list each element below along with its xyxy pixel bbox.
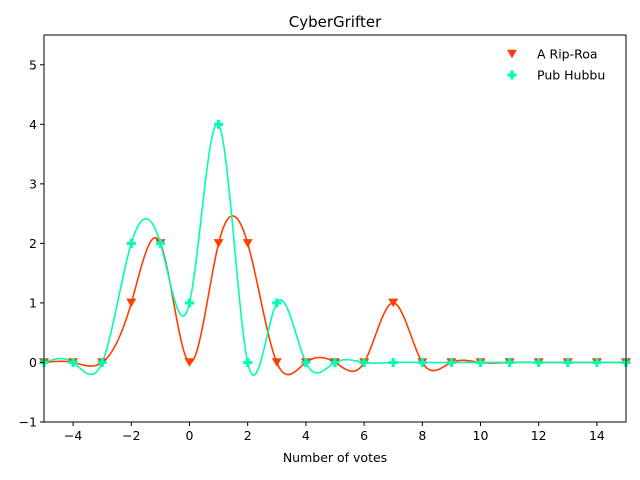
data-point: [97, 357, 107, 367]
y-tick-label: 2: [29, 236, 37, 251]
legend: A Rip-Roa Pub Hubbu: [507, 47, 605, 83]
x-tick-label: 10: [473, 428, 489, 443]
data-point: [214, 119, 224, 129]
y-tick-label: 5: [29, 57, 37, 72]
y-tick-label: 0: [29, 355, 37, 370]
x-tick-label: 2: [244, 428, 252, 443]
plot-background: [44, 35, 626, 422]
data-point: [68, 357, 78, 367]
data-point: [388, 298, 399, 308]
x-tick-label: 12: [531, 428, 547, 443]
plot-frame: [43, 34, 627, 423]
x-tick-label: 4: [302, 428, 310, 443]
data-point: [185, 298, 194, 308]
data-point: [330, 357, 340, 367]
x-tick-label: 8: [418, 428, 426, 443]
data-point: [301, 357, 311, 367]
x-axis-ticks: −4 −2 0 2 4 6 8 10 12 14: [64, 422, 605, 443]
data-point: [388, 357, 398, 367]
data-point: [272, 298, 282, 308]
legend-label: A Rip-Roa: [537, 47, 598, 62]
data-point: [417, 357, 427, 367]
y-tick-label: 1: [29, 295, 37, 310]
x-axis-label: Number of votes: [283, 450, 387, 465]
data-point: [446, 357, 456, 367]
data-point: [242, 239, 253, 248]
data-point: [271, 358, 282, 367]
x-tick-label: 6: [360, 428, 368, 443]
x-tick-label: −4: [64, 428, 82, 443]
data-point: [184, 358, 195, 367]
data-point: [126, 238, 136, 248]
data-point: [505, 357, 515, 367]
data-point: [476, 357, 485, 367]
legend-label: Pub Hubbu: [537, 68, 605, 83]
legend-marker: [507, 70, 517, 80]
data-point: [155, 238, 165, 248]
data-point: [563, 357, 573, 367]
chart-title: CyberGrifter: [289, 13, 382, 31]
y-tick-label: 4: [29, 117, 37, 132]
y-tick-label: 3: [29, 176, 37, 191]
y-tick-label: −1: [19, 415, 37, 430]
data-point: [359, 357, 369, 367]
x-tick-label: 14: [589, 428, 605, 443]
x-tick-label: −2: [122, 428, 140, 443]
data-point: [592, 357, 602, 367]
y-axis-ticks: −1 0 1 2 3 4 5: [19, 57, 44, 430]
legend-marker: [507, 49, 517, 59]
data-point: [534, 357, 544, 367]
data-point: [213, 239, 224, 248]
data-point: [126, 298, 137, 308]
data-point: [243, 357, 253, 367]
x-tick-label: 0: [186, 428, 194, 443]
